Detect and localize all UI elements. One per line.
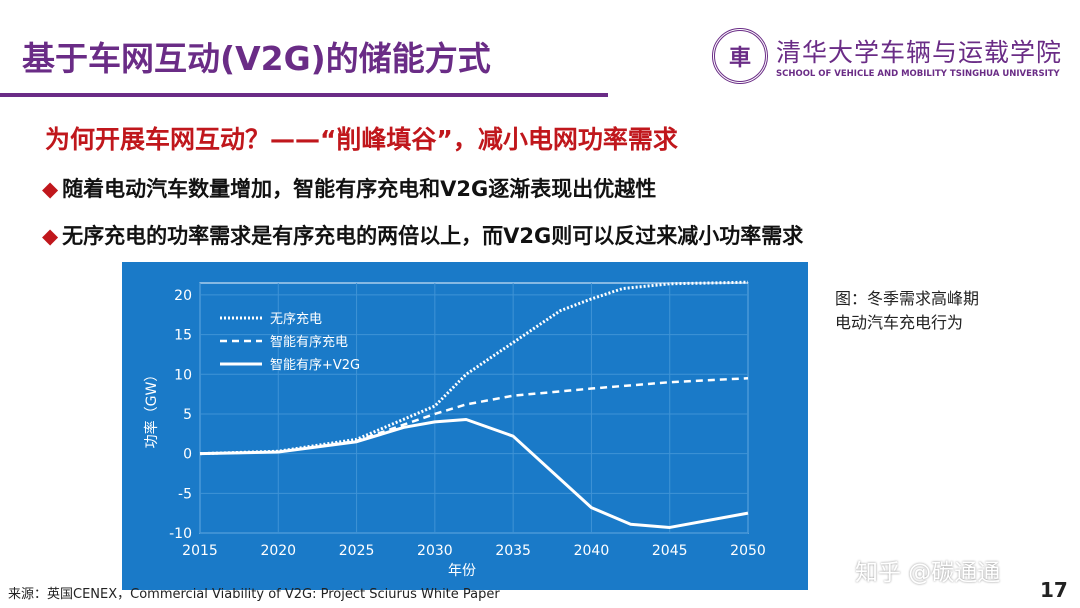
y-tick-label: -10: [169, 526, 192, 542]
x-tick-label: 2050: [730, 543, 766, 559]
y-tick-label: 0: [183, 447, 192, 463]
source-note: 来源：英国CENEX，Commercial Viability of V2G: …: [8, 587, 500, 602]
x-tick-label: 2035: [495, 543, 531, 559]
legend-label: 无序充电: [270, 311, 322, 327]
x-tick-label: 2030: [417, 543, 453, 559]
series-line: [199, 376, 749, 455]
x-tick-label: 2015: [182, 543, 218, 559]
y-tick-label: 5: [183, 407, 192, 423]
y-tick-label: 10: [174, 367, 192, 383]
x-tick-label: 2040: [574, 543, 610, 559]
caption-line: 电动汽车充电行为: [835, 313, 964, 332]
y-axis-label: 功率（GW）: [143, 368, 160, 449]
logo-chinese: 清华大学车辆与运载学院: [776, 38, 1063, 67]
seal-icon: 車: [712, 28, 768, 84]
slide-title: 基于车网互动(V2G)的储能方式: [22, 39, 491, 78]
x-tick-label: 2045: [652, 543, 688, 559]
y-tick-label: 15: [174, 328, 192, 344]
subtitle: 为何开展车网互动？——“削峰填谷”，减小电网功率需求: [45, 125, 678, 154]
series-line: [199, 418, 749, 529]
x-tick-label: 2020: [260, 543, 296, 559]
diamond-icon: ◆: [42, 177, 59, 201]
logo-english: SCHOOL OF VEHICLE AND MOBILITY TSINGHUA …: [776, 69, 1060, 79]
watermark: 知乎 @碳通通: [855, 560, 1001, 586]
legend-label: 智能有序充电: [270, 334, 348, 350]
diamond-icon: ◆: [42, 224, 59, 248]
title-divider: [0, 93, 608, 97]
bullet-1: ◆ 随着电动汽车数量增加，智能有序充电和V2G逐渐表现出优越性: [42, 177, 657, 201]
x-axis-label: 年份: [448, 563, 476, 579]
university-logo: 車 清华大学车辆与运载学院 SCHOOL OF VEHICLE AND MOBI…: [712, 28, 1062, 84]
x-tick-label: 2025: [339, 543, 375, 559]
chart-caption: 图：冬季需求高峰期 电动汽车充电行为: [835, 287, 979, 335]
bullet-2: ◆ 无序充电的功率需求是有序充电的两倍以上，而V2G则可以反过来减小功率需求: [42, 224, 804, 248]
page-number: 17: [1040, 578, 1068, 602]
y-tick-label: 20: [174, 288, 192, 304]
chart-panel: -10 -5 0 5 10 15 20 2015 2020 2025 2030 2035 2040 204…: [122, 262, 808, 590]
legend-label: 智能有序+V2G: [270, 358, 360, 373]
line-chart: -10 -5 0 5 10 15 20 2015 2020 2025 2030 2035 2040 204…: [143, 280, 766, 579]
caption-line: 图：冬季需求高峰期: [835, 289, 980, 308]
y-tick-label: -5: [178, 486, 192, 502]
